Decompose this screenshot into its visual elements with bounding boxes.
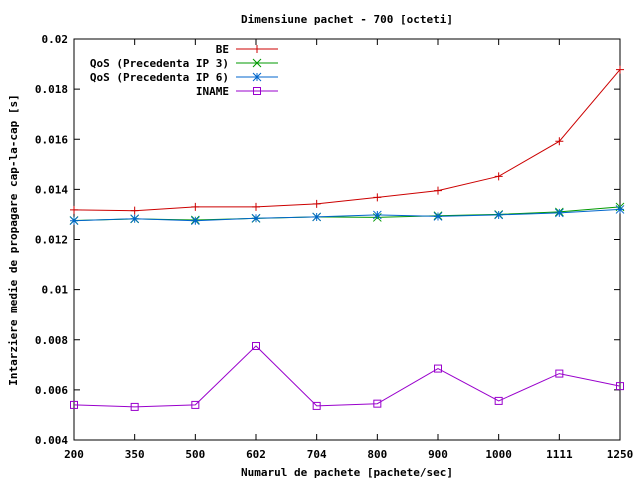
x-tick-label: 350	[125, 448, 145, 461]
y-axis-label: Intarziere medie de propagare cap-la-cap…	[7, 94, 20, 385]
x-tick-label: 800	[367, 448, 387, 461]
data-point	[554, 208, 564, 218]
data-point	[252, 342, 260, 351]
data-point	[555, 369, 564, 378]
y-tick-label: 0.008	[35, 334, 68, 347]
series-0	[70, 65, 624, 215]
x-tick-label: 1000	[485, 448, 512, 461]
legend-marker	[252, 72, 262, 82]
series-line	[73, 208, 621, 222]
y-tick-label: 0.02	[42, 33, 69, 46]
y-tick-label: 0.018	[35, 83, 68, 96]
data-point	[615, 205, 625, 214]
series-2	[69, 205, 625, 226]
data-point	[616, 382, 624, 391]
data-point	[373, 399, 382, 408]
legend-marker	[252, 58, 262, 68]
data-point	[433, 212, 443, 221]
data-point	[494, 172, 503, 181]
data-point	[312, 212, 322, 222]
x-tick-label: 1250	[607, 448, 634, 461]
data-point	[312, 401, 321, 410]
data-point	[191, 202, 200, 211]
x-tick-label: 200	[64, 448, 84, 461]
data-point	[312, 199, 321, 208]
series-line	[73, 69, 621, 212]
data-point	[70, 400, 78, 409]
x-tick-label: 900	[428, 448, 448, 461]
data-point	[494, 210, 504, 220]
data-point	[373, 193, 382, 202]
legend-label: QoS (Precedenta IP 3)	[90, 57, 229, 70]
data-point	[130, 206, 139, 215]
data-point	[494, 396, 503, 405]
axes: 200 350 500 602 704 800 900 1000 1111 1250 0.004 0.…	[35, 33, 633, 461]
data-point	[130, 214, 140, 224]
legend-label: INAME	[196, 85, 229, 98]
data-point	[372, 210, 382, 220]
series-line	[73, 345, 621, 408]
chart-title: Dimensiune pachet - 700 [octeti]	[241, 13, 453, 26]
x-axis-label: Numarul de pachete [pachete/sec]	[241, 466, 453, 479]
y-tick-label: 0.016	[35, 133, 68, 146]
data-point	[70, 205, 78, 214]
y-tick-label: 0.01	[42, 284, 69, 297]
legend-marker	[253, 87, 261, 95]
series-3	[70, 342, 624, 411]
y-tick-label: 0.006	[35, 384, 68, 397]
data-point	[190, 216, 200, 226]
data-point	[434, 364, 442, 373]
x-tick-label: 704	[307, 448, 327, 461]
x-tick-label: 1111	[546, 448, 573, 461]
data-point	[252, 202, 260, 211]
data-point	[434, 186, 442, 195]
series-layer	[69, 65, 625, 411]
data-point	[191, 400, 200, 409]
plot-frame	[73, 38, 621, 441]
x-tick-label: 500	[185, 448, 205, 461]
legend-label: BE	[216, 43, 229, 56]
y-tick-label: 0.012	[35, 234, 68, 247]
data-point	[69, 216, 79, 226]
x-tick-label: 602	[246, 448, 266, 461]
legend-marker	[253, 45, 261, 53]
legend-label: QoS (Precedenta IP 6)	[90, 71, 229, 84]
data-point	[616, 65, 624, 74]
y-tick-label: 0.004	[35, 434, 68, 447]
data-point	[130, 402, 139, 411]
data-point	[251, 213, 261, 223]
data-point	[555, 137, 564, 146]
y-tick-label: 0.014	[35, 183, 68, 196]
